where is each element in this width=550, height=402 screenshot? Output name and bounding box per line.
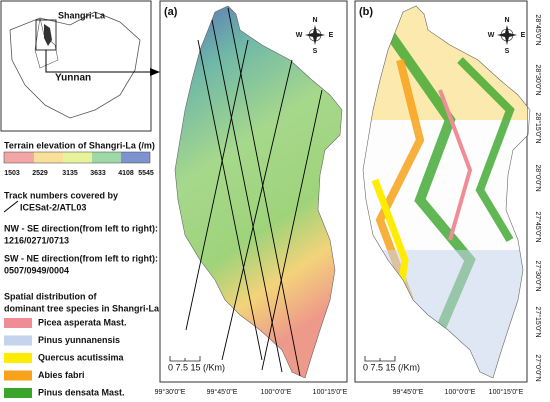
elevation-tick: 2529 bbox=[32, 170, 48, 177]
elevation-tick: 4108 bbox=[118, 170, 134, 177]
legend-swatch bbox=[4, 370, 32, 381]
compass-letter: W bbox=[488, 32, 495, 39]
tracks-product: ICESat-2/ATL03 bbox=[20, 202, 86, 212]
compass-letter: S bbox=[505, 48, 510, 55]
elevation-tick: 3135 bbox=[62, 170, 78, 177]
compass-letter: W bbox=[296, 32, 303, 39]
color-ramp bbox=[3, 151, 151, 164]
elevation-tick: 5545 bbox=[138, 170, 154, 177]
nw-se-label: NW - SE direction(from left to right): bbox=[4, 223, 158, 233]
legend-label: Picea asperata Mast. bbox=[38, 317, 127, 327]
longitude-label: 100°0'0"E bbox=[445, 388, 476, 396]
sw-ne-label: SW - NE direction(from left to right): bbox=[4, 253, 158, 263]
longitude-label: 100°15'0"E bbox=[489, 388, 524, 396]
latitude-label: 27°0'0"N bbox=[534, 354, 542, 381]
elevation-tick: 1503 bbox=[4, 170, 20, 177]
legend-label: Pinus densata Mast. bbox=[38, 387, 125, 397]
legend-label: Pinus yunnanensis bbox=[38, 335, 120, 345]
legend-swatch bbox=[4, 335, 32, 346]
latitude-label: 27°45'0"N bbox=[534, 211, 542, 242]
longitude-label: 100°15'0"E bbox=[313, 388, 348, 396]
compass-ring bbox=[308, 28, 322, 42]
compass-star bbox=[305, 25, 325, 45]
elevation-map bbox=[174, 5, 343, 379]
latitude-label: 27°15'0"N bbox=[534, 306, 542, 337]
inset-province: Yunnan bbox=[55, 73, 91, 84]
scale-bar bbox=[364, 356, 396, 362]
species-map-outline bbox=[362, 5, 531, 379]
scale-label: 0 7.5 15 (/Km) bbox=[363, 362, 420, 372]
latitude-label: 28°15'0"N bbox=[534, 112, 542, 143]
scale-bar bbox=[169, 356, 201, 362]
province-outline bbox=[9, 11, 141, 119]
species-title: dominant tree species in Shangri-La bbox=[4, 303, 160, 313]
elevation-tick: 3633 bbox=[90, 170, 106, 177]
pointer-line bbox=[45, 50, 150, 73]
inset-frame bbox=[0, 0, 152, 132]
species-title: Spatial distribution of bbox=[4, 291, 97, 301]
panel-label: (a) bbox=[164, 6, 178, 18]
tracks-lines bbox=[185, 7, 323, 377]
elevation-title: Terrain elevation of Shangri-La (/m) bbox=[4, 140, 155, 150]
longitude-label: 99°45'0"E bbox=[393, 388, 424, 396]
longitude-label: 99°45'0"E bbox=[207, 388, 238, 396]
compass-star bbox=[497, 25, 517, 45]
track-symbol bbox=[3, 200, 19, 213]
scale-label: 0 7.5 15 (/Km) bbox=[168, 362, 225, 372]
legend-swatch bbox=[4, 388, 32, 398]
legend-swatch bbox=[4, 353, 32, 363]
latitude-label: 28°45'0"N bbox=[534, 14, 542, 45]
longitude-label: 99°30'0"E bbox=[155, 388, 186, 396]
legend-swatch bbox=[4, 318, 32, 328]
latitude-label: 27°30'0"N bbox=[534, 260, 542, 291]
legend-label: Quercus acutissima bbox=[38, 352, 125, 362]
longitude-label: 100°0'0"E bbox=[261, 388, 292, 396]
compass-letter: E bbox=[521, 32, 526, 39]
pointer-arrow bbox=[150, 68, 160, 76]
shangrila-inset bbox=[44, 24, 52, 46]
nw-se-tracks: 1216/0271/0713 bbox=[4, 235, 69, 245]
compass-letter: S bbox=[313, 48, 318, 55]
inset-region: Shangri-La bbox=[58, 10, 106, 20]
compass-ring bbox=[500, 28, 514, 42]
compass-letter: N bbox=[312, 17, 317, 24]
compass-letter: E bbox=[329, 32, 334, 39]
sw-ne-tracks: 0507/0949/0004 bbox=[4, 265, 69, 275]
legend-label: Abies fabri bbox=[38, 370, 85, 380]
panel-label: (b) bbox=[359, 6, 373, 18]
compass-letter: N bbox=[504, 17, 509, 24]
latitude-label: 28°30'0"N bbox=[534, 64, 542, 95]
tracks-title: Track numbers covered by bbox=[4, 190, 118, 200]
latitude-label: 28°0'0"N bbox=[534, 164, 542, 191]
